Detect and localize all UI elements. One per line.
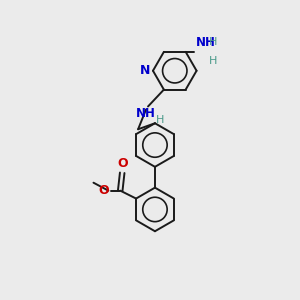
Text: H: H [208,37,217,47]
Text: N: N [140,64,150,77]
Text: O: O [117,157,128,170]
Text: H: H [156,116,164,125]
Text: NH: NH [196,36,215,49]
Text: NH: NH [136,107,156,121]
Text: O: O [99,184,109,197]
Text: H: H [208,56,217,66]
